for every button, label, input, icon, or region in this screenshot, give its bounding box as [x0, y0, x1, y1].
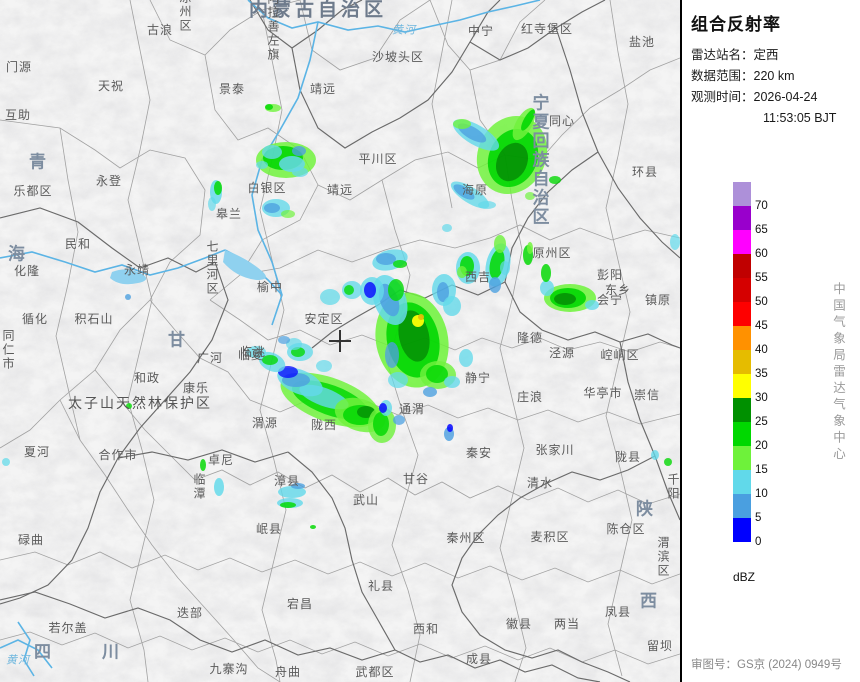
organization-label: 中国气象局雷达气象中心	[831, 282, 845, 464]
water-bodies	[110, 250, 266, 285]
legend-tick-label: 30	[755, 392, 768, 404]
legend-swatch	[733, 302, 751, 326]
info-row-station: 雷达站名： 定西	[691, 45, 860, 65]
legend-tick-label: 65	[755, 224, 768, 236]
station-label: 雷达站名：	[691, 48, 754, 62]
legend-swatch	[733, 518, 751, 542]
time-clock-value: 11:53:05 BJT	[763, 111, 837, 125]
echo-cluster-gaolan	[208, 180, 222, 211]
legend-swatch	[733, 278, 751, 302]
legend-tick-label: 40	[755, 344, 768, 356]
map-canvas[interactable]	[0, 0, 680, 682]
echo-cluster-main-dingxi	[320, 249, 473, 397]
legend-swatch	[733, 470, 751, 494]
echo-cluster-haiyuan	[450, 107, 561, 209]
radar-echo-layer	[2, 104, 680, 529]
echo-cluster-linxia-west	[278, 336, 302, 350]
legend-color-bar	[733, 182, 751, 542]
legend-tick-label: 35	[755, 368, 768, 380]
map-approval-number: 审图号：GS京 (2024) 0949号	[691, 659, 842, 671]
info-row-range: 数据范围： 220 km	[691, 66, 860, 86]
legend-tick-label: 15	[755, 464, 768, 476]
echo-cluster-yuanzhou	[456, 235, 599, 312]
echo-cluster-baiyin-south	[262, 199, 295, 218]
product-info-block: 组合反射率 雷达站名： 定西 数据范围： 220 km 观测时间： 2026-0…	[681, 0, 860, 128]
legend-tick-label: 5	[755, 512, 762, 524]
time-date-value: 2026-04-24	[753, 90, 818, 104]
legend-swatch	[733, 398, 751, 422]
echo-band-linxi	[246, 343, 405, 443]
legend-swatch	[733, 494, 751, 518]
legend-swatch	[733, 182, 751, 206]
legend-swatch	[733, 230, 751, 254]
legend-swatch	[733, 254, 751, 278]
panel-divider	[681, 0, 682, 682]
product-title: 组合反射率	[691, 15, 781, 34]
info-side-panel: 组合反射率 雷达站名： 定西 数据范围： 220 km 观测时间： 2026-0…	[681, 0, 860, 682]
echo-cluster-jingyuan	[265, 104, 281, 112]
legend-tick-label: 45	[755, 320, 768, 332]
legend-swatch	[733, 206, 751, 230]
legend-tick-label: 55	[755, 272, 768, 284]
radar-map-panel[interactable]: 内蒙古自治区 宁夏回族自治区 青 海 甘 四 川 陕 西 凉州区 古浪 中宁 红寺堡区…	[0, 0, 681, 682]
echo-cells-isolated	[2, 224, 680, 529]
echo-cluster-baiyin	[256, 142, 316, 178]
legend-swatch	[733, 446, 751, 470]
time-label: 观测时间：	[691, 90, 754, 104]
legend-swatch	[733, 350, 751, 374]
legend-swatch	[733, 422, 751, 446]
station-value: 定西	[753, 48, 779, 62]
legend-swatch	[733, 374, 751, 398]
terrain-detail-layer	[0, 0, 680, 682]
legend-tick-label: 70	[755, 200, 768, 212]
legend-tick-label: 0	[755, 536, 762, 548]
info-row-time: 观测时间： 2026-04-24	[691, 87, 860, 107]
legend-tick-label: 25	[755, 416, 768, 428]
range-value: 220 km	[753, 69, 795, 83]
dbz-color-legend: 70 65 60 55 50 45 40 35 30 25 20 15 10 5 0 dBZ	[733, 182, 768, 584]
river-network	[0, 0, 541, 677]
range-label: 数据范围：	[691, 69, 754, 83]
legend-unit-label: dBZ	[733, 570, 756, 584]
legend-tick-label: 10	[755, 488, 768, 500]
legend-tick-label: 50	[755, 296, 768, 308]
legend-tick-label: 60	[755, 248, 768, 260]
legend-tick-label: 20	[755, 440, 768, 452]
legend-swatch	[733, 326, 751, 350]
map-svg	[0, 0, 680, 682]
